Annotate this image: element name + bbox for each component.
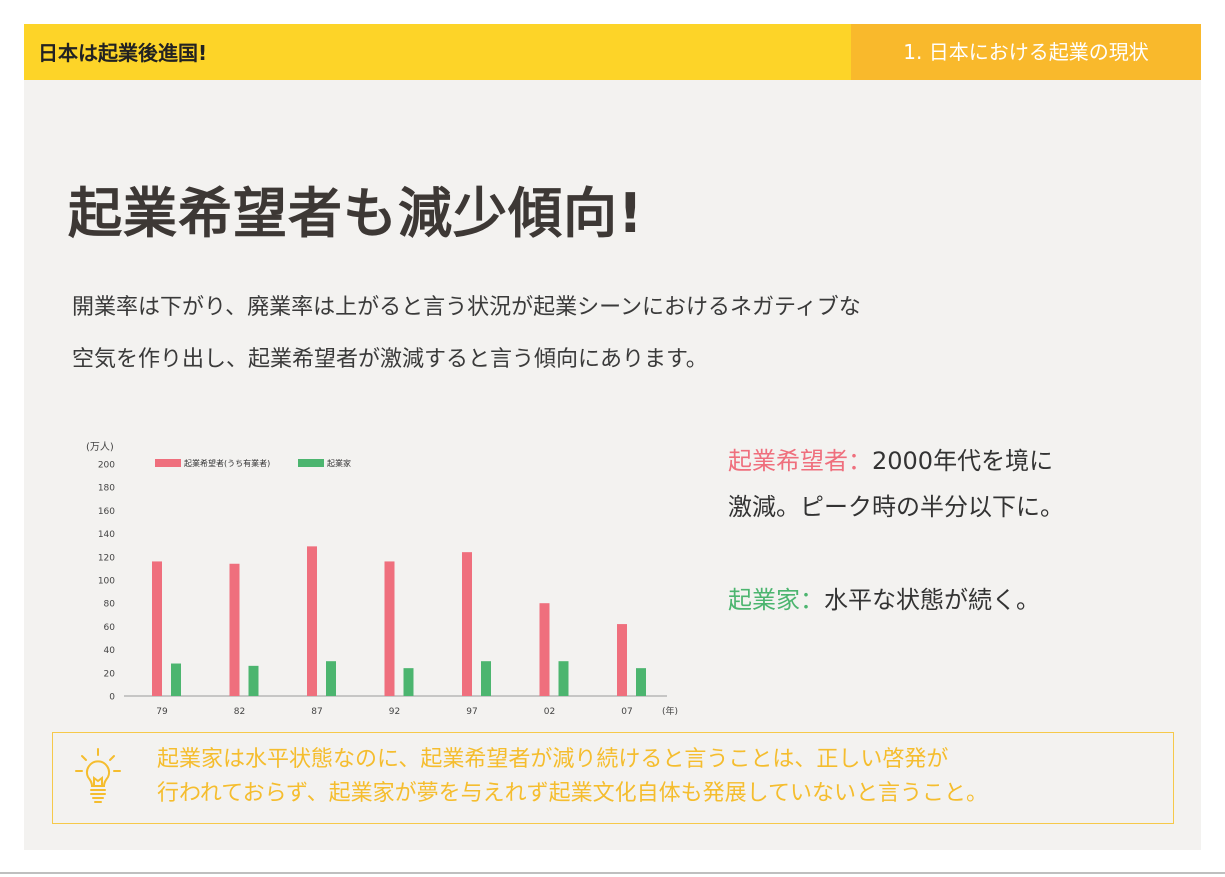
legend-label-aspirants: 起業希望者(うち有業者) bbox=[184, 458, 270, 468]
x-tick-label: 97 bbox=[466, 707, 477, 717]
bar-founders bbox=[171, 663, 181, 696]
lead-line-2: 空気を作り出し、起業希望者が激減すると言う傾向にあります。 bbox=[72, 347, 708, 372]
bar-aspirants bbox=[539, 603, 550, 696]
bar-aspirants bbox=[384, 561, 395, 696]
page-title: 起業希望者も減少傾向! bbox=[68, 182, 644, 245]
aspirants-text-2: 激減。ピーク時の半分以下に。 bbox=[728, 493, 1064, 521]
lead-paragraph: 開業率は下がり、廃業率は上がると言う状況が起業シーンにおけるネガティブな 空気を… bbox=[72, 282, 861, 386]
aspirants-note: 起業希望者：2000年代を境に 激減。ピーク時の半分以下に。 bbox=[728, 438, 1064, 530]
lead-line-1: 開業率は下がり、廃業率は上がると言う状況が起業シーンにおけるネガティブな bbox=[72, 295, 861, 320]
lightbulb-icon bbox=[75, 748, 121, 803]
founders-note: 起業家：水平な状態が続く。 bbox=[728, 577, 1040, 623]
founders-text: 水平な状態が続く。 bbox=[824, 586, 1040, 614]
aspirants-label: 起業希望者： bbox=[728, 447, 872, 475]
callout-line-2: 行われておらず、起業家が夢を与えれず起業文化自体も発展していないと言うこと。 bbox=[157, 781, 988, 806]
callout-line-1: 起業家は水平状態なのに、起業希望者が減り続けると言うことは、正しい啓発が bbox=[157, 747, 949, 772]
bar-founders bbox=[481, 661, 491, 696]
legend-swatch-founders bbox=[298, 459, 324, 467]
legend-swatch-aspirants bbox=[155, 459, 181, 467]
y-tick-label: 0 bbox=[109, 693, 115, 703]
x-tick-label: 92 bbox=[389, 707, 400, 717]
chapter-tab: 1. 日本における起業の現状 bbox=[851, 24, 1201, 80]
y-tick-label: 80 bbox=[104, 600, 116, 610]
bar-aspirants bbox=[152, 561, 162, 696]
bar-founders bbox=[636, 668, 646, 696]
bar-aspirants bbox=[307, 546, 317, 696]
legend-label-founders: 起業家 bbox=[327, 458, 351, 468]
bar-founders bbox=[558, 661, 569, 696]
y-tick-label: 160 bbox=[98, 507, 115, 517]
aspirants-text-1: 2000年代を境に bbox=[872, 447, 1054, 475]
y-tick-label: 20 bbox=[104, 669, 116, 679]
callout-box: 起業家は水平状態なのに、起業希望者が減り続けると言うことは、正しい啓発が 行われ… bbox=[52, 732, 1174, 824]
x-tick-label: 79 bbox=[156, 707, 168, 717]
y-tick-label: 200 bbox=[98, 461, 115, 471]
bar-aspirants bbox=[462, 552, 472, 696]
x-axis-label: (年) bbox=[662, 705, 678, 717]
bottom-divider bbox=[0, 872, 1225, 874]
bar-aspirants bbox=[229, 563, 240, 696]
y-tick-label: 60 bbox=[104, 623, 116, 633]
y-tick-label: 100 bbox=[98, 577, 115, 587]
x-tick-label: 82 bbox=[234, 707, 245, 717]
x-tick-label: 87 bbox=[311, 707, 322, 717]
bar-founders bbox=[403, 668, 414, 696]
bar-aspirants bbox=[617, 624, 627, 696]
header-bar: 日本は起業後進国! 1. 日本における起業の現状 bbox=[24, 24, 1201, 80]
bar-founders bbox=[248, 665, 259, 696]
bar-founders bbox=[326, 661, 336, 696]
founders-label: 起業家： bbox=[728, 586, 824, 614]
y-tick-label: 180 bbox=[98, 484, 115, 494]
y-tick-label: 40 bbox=[104, 646, 116, 656]
section-title: 日本は起業後進国! bbox=[38, 41, 208, 65]
y-tick-label: 140 bbox=[98, 530, 115, 540]
x-tick-label: 02 bbox=[544, 707, 555, 717]
callout-text: 起業家は水平状態なのに、起業希望者が減り続けると言うことは、正しい啓発が 行われ… bbox=[157, 743, 988, 811]
y-axis-label: (万人) bbox=[86, 441, 114, 453]
y-tick-label: 120 bbox=[98, 553, 115, 563]
x-tick-label: 07 bbox=[621, 707, 632, 717]
slide: 日本は起業後進国! 1. 日本における起業の現状 起業希望者も減少傾向! 開業率… bbox=[24, 24, 1201, 850]
